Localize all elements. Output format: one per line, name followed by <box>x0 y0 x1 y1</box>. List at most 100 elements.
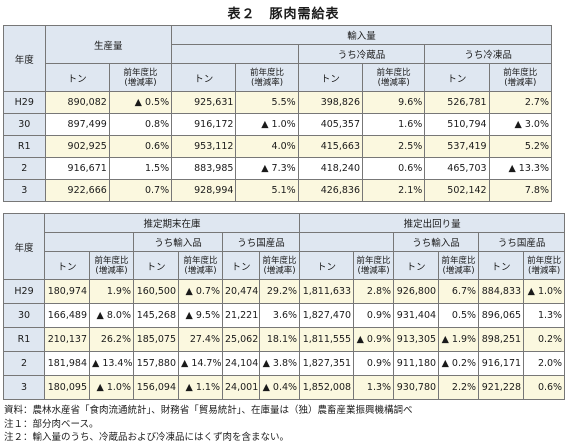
ton-cell: 24,104 <box>222 351 260 376</box>
ton-cell: 510,794 <box>424 113 490 136</box>
yoy-cell: ▲ 0.4% <box>258 375 301 400</box>
yoy-cell: 2.1% <box>362 179 426 202</box>
yoy-cell: 2.7% <box>488 91 553 114</box>
yoy-header: 前年度比 (増減率) <box>362 63 426 92</box>
yoy-cell: 0.6% <box>523 375 566 400</box>
ton-cell: 916,671 <box>44 157 110 180</box>
yoy-cell: ▲ 7.3% <box>235 157 299 180</box>
stock-imported-header: うち輸入品 <box>133 232 223 252</box>
ton-header: トン <box>299 251 355 280</box>
ton-cell: 156,094 <box>133 375 179 400</box>
ton-header: トン <box>171 63 237 92</box>
yoy-header: 前年度比 (増減率) <box>108 63 173 92</box>
table-row: 2 181,984 ▲ 13.4% 157,880 ▲ 14.7% 24,104 ▲ 3.8… <box>3 351 566 376</box>
ton-cell: 537,419 <box>424 135 490 158</box>
ton-cell: 953,112 <box>171 135 237 158</box>
ton-cell: 1,811,633 <box>299 279 355 304</box>
ton-cell: 897,499 <box>44 113 110 136</box>
stock-header: 推定期末在庫 <box>43 213 301 233</box>
year-cell: 30 <box>3 303 45 328</box>
ton-cell: 502,142 <box>424 179 490 202</box>
ton-cell: 24,001 <box>222 375 260 400</box>
ton-cell: 921,228 <box>478 375 525 400</box>
yoy-header: 前年度比 (増減率) <box>523 251 566 280</box>
year-cell: 2 <box>3 157 46 180</box>
ton-header: トン <box>44 63 110 92</box>
table-row: 30 897,499 0.8% 916,172 ▲ 1.0% 405,357 1.6% 510… <box>3 113 553 136</box>
ton-cell: 180,095 <box>44 375 90 400</box>
ton-cell: 902,925 <box>44 135 110 158</box>
yoy-cell: ▲ 0.7% <box>178 279 223 304</box>
year-cell: H29 <box>3 91 46 114</box>
ton-cell: 890,082 <box>44 91 110 114</box>
yoy-header: 前年度比 (増減率) <box>235 63 299 92</box>
imports-sub-header <box>171 44 299 64</box>
shipment-sub-header <box>299 232 395 252</box>
yoy-cell: ▲ 3.8% <box>258 351 301 376</box>
year-cell: 3 <box>3 179 46 202</box>
ton-cell: 925,631 <box>171 91 237 114</box>
yoy-cell: 5.1% <box>235 179 299 202</box>
yoy-header: 前年度比 (増減率) <box>178 251 223 280</box>
ton-cell: 1,827,351 <box>299 351 355 376</box>
yoy-cell: 2.0% <box>523 351 566 376</box>
year-cell: H29 <box>3 279 45 304</box>
table-row: H29 180,974 1.9% 160,500 ▲ 0.7% 20,474 29.2% 1,… <box>3 279 566 304</box>
frozen-header: うち冷凍品 <box>424 44 552 64</box>
ton-cell: 931,404 <box>393 303 440 328</box>
yoy-cell: ▲ 1.1% <box>178 375 223 400</box>
table-row: R1 902,925 0.6% 953,112 4.0% 415,663 2.5% 537,4… <box>3 135 553 158</box>
ton-cell: 465,703 <box>424 157 490 180</box>
ton-cell: 418,240 <box>297 157 364 180</box>
yoy-cell: 5.5% <box>235 91 299 114</box>
yoy-cell: ▲ 8.0% <box>89 303 134 328</box>
yoy-header: 前年度比 (増減率) <box>353 251 395 280</box>
yoy-cell: ▲ 1.0% <box>523 279 566 304</box>
ton-cell: 180,974 <box>44 279 90 304</box>
yoy-cell: 1.6% <box>362 113 426 136</box>
ton-cell: 922,666 <box>44 179 110 202</box>
yoy-cell: 26.2% <box>89 327 134 352</box>
shipment-header: 推定出回り量 <box>299 213 566 233</box>
yoy-cell: 7.8% <box>488 179 553 202</box>
yoy-cell: 1.3% <box>523 303 566 328</box>
yoy-cell: 29.2% <box>258 279 301 304</box>
imports-header: 輸入量 <box>171 25 552 45</box>
table-row: 3 922,666 0.7% 928,994 5.1% 426,836 2.1% 502,14… <box>3 179 553 202</box>
yoy-cell: 18.1% <box>258 327 301 352</box>
ton-cell: 20,474 <box>222 279 260 304</box>
yoy-cell: ▲ 13.4% <box>89 351 134 376</box>
yoy-cell: ▲ 1.9% <box>438 327 480 352</box>
yoy-cell: 0.9% <box>353 351 395 376</box>
yoy-cell: ▲ 9.5% <box>178 303 223 328</box>
ton-header: トン <box>222 251 260 280</box>
yoy-cell: ▲ 0.5% <box>108 91 173 114</box>
ton-cell: 21,221 <box>222 303 260 328</box>
yoy-cell: 0.9% <box>353 303 395 328</box>
shipment-imported-header: うち輸入品 <box>393 232 480 252</box>
yoy-cell: ▲ 13.3% <box>488 157 553 180</box>
ton-cell: 930,780 <box>393 375 440 400</box>
yoy-cell: 0.8% <box>108 113 173 136</box>
ton-cell: 181,984 <box>44 351 90 376</box>
yoy-cell: 27.4% <box>178 327 223 352</box>
ton-header: トン <box>478 251 525 280</box>
table-row: R1 210,137 26.2% 185,075 27.4% 25,062 18.1% 1,8… <box>3 327 566 352</box>
ton-cell: 398,826 <box>297 91 364 114</box>
year-cell: 2 <box>3 351 45 376</box>
ton-cell: 1,827,470 <box>299 303 355 328</box>
ton-cell: 883,985 <box>171 157 237 180</box>
ton-cell: 911,180 <box>393 351 440 376</box>
yoy-cell: 2.5% <box>362 135 426 158</box>
page-title: 表２ 豚肉需給表 <box>227 7 340 22</box>
yoy-cell: 3.6% <box>258 303 301 328</box>
year-cell: R1 <box>3 327 45 352</box>
yoy-cell: 4.0% <box>235 135 299 158</box>
ton-cell: 1,852,008 <box>299 375 355 400</box>
ton-cell: 426,836 <box>297 179 364 202</box>
yoy-cell: 2.8% <box>353 279 395 304</box>
table-row: 30 166,489 ▲ 8.0% 145,268 ▲ 9.5% 21,221 3.6% 1,… <box>3 303 566 328</box>
ton-cell: 926,800 <box>393 279 440 304</box>
yoy-cell: ▲ 3.0% <box>488 113 553 136</box>
year-cell: 3 <box>3 375 45 400</box>
